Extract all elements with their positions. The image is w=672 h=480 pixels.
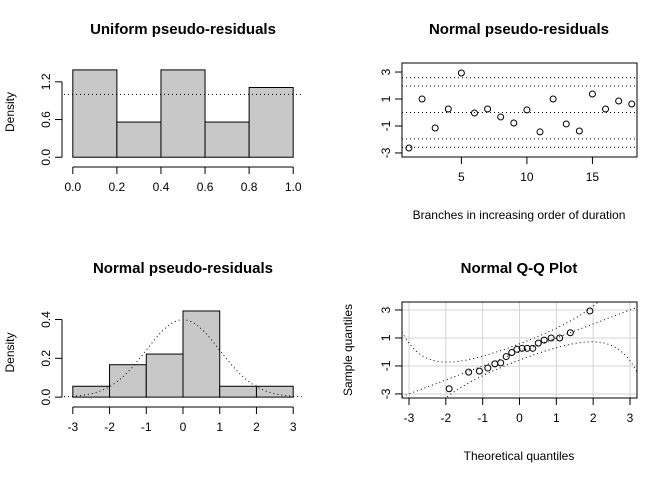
- point: [470, 109, 478, 117]
- y-tick-label: 0.4: [39, 311, 53, 328]
- y-tick-label: -1: [379, 360, 393, 371]
- plot-box: [401, 301, 638, 399]
- y-tick-label: 3: [379, 68, 393, 75]
- x-tick-label: 1.0: [285, 180, 302, 194]
- point: [508, 349, 516, 357]
- x-tick-label: 0.0: [64, 180, 81, 194]
- y-tick-label: 1: [379, 334, 393, 341]
- y-tick-label: 1.2: [39, 73, 53, 90]
- y-tick-label: 0.6: [39, 111, 53, 128]
- x-tick-label: 2: [253, 420, 260, 434]
- x-tick-label: 5: [458, 170, 465, 184]
- point: [510, 119, 518, 127]
- bar: [72, 385, 111, 398]
- x-tick-label: -2: [104, 420, 115, 434]
- bar: [219, 385, 257, 398]
- point: [556, 334, 564, 342]
- bar: [109, 364, 147, 398]
- point: [457, 69, 465, 77]
- point: [518, 344, 526, 352]
- x-tick-label: 3: [290, 420, 297, 434]
- point: [418, 95, 426, 103]
- x-tick-label: 2: [590, 411, 597, 425]
- bar: [72, 69, 118, 158]
- point: [444, 105, 452, 113]
- x-tick-label: 15: [586, 170, 600, 184]
- point: [547, 334, 555, 342]
- point: [628, 100, 636, 108]
- bar: [145, 353, 184, 398]
- point: [602, 105, 610, 113]
- point: [588, 90, 596, 98]
- point: [513, 345, 521, 353]
- bar: [116, 121, 162, 158]
- panel-title: Uniform pseudo-residuals: [90, 21, 276, 38]
- y-tick-label: 1: [379, 95, 393, 102]
- point: [484, 105, 492, 113]
- point: [497, 113, 505, 121]
- x-tick-label: 1: [553, 411, 560, 425]
- panel-title: Normal pseudo-residuals: [429, 21, 609, 38]
- envelope: [402, 302, 599, 363]
- y-tick-label: 0.0: [39, 149, 53, 166]
- normal-density: [63, 319, 303, 398]
- x-tick-label: 0: [180, 420, 187, 434]
- x-axis-label: Branches in increasing order of duration: [413, 208, 626, 222]
- point: [562, 120, 570, 128]
- x-tick-label: -1: [141, 420, 152, 434]
- x-tick-label: 10: [520, 170, 534, 184]
- y-axis-label: Sample quantiles: [341, 304, 355, 396]
- point: [465, 368, 473, 376]
- x-axis-label: Theoretical quantiles: [464, 449, 575, 463]
- bar: [204, 121, 250, 158]
- x-tick-label: 0.4: [153, 180, 170, 194]
- point: [534, 339, 542, 347]
- y-tick-label: -3: [379, 147, 393, 158]
- point: [566, 329, 574, 337]
- point: [502, 353, 510, 361]
- point: [523, 106, 531, 114]
- x-tick-label: 0: [516, 411, 523, 425]
- panel-title: Normal Q-Q Plot: [461, 260, 578, 277]
- y-tick-label: 0.0: [39, 388, 53, 405]
- bar: [248, 87, 294, 158]
- point: [475, 367, 483, 375]
- point: [540, 336, 548, 344]
- x-tick-label: 1: [216, 420, 223, 434]
- point: [615, 97, 623, 105]
- y-tick-label: -3: [379, 388, 393, 399]
- x-tick-label: -3: [67, 420, 78, 434]
- x-tick-label: 0.6: [197, 180, 214, 194]
- x-tick-label: -3: [404, 411, 415, 425]
- x-tick-label: 3: [627, 411, 634, 425]
- panel-title: Normal pseudo-residuals: [93, 260, 273, 277]
- x-tick-label: 0.8: [241, 180, 258, 194]
- y-tick-label: 0.2: [39, 350, 53, 367]
- point: [484, 364, 492, 372]
- bar: [255, 385, 294, 398]
- plot-box: [401, 62, 638, 158]
- x-tick-label: -1: [477, 411, 488, 425]
- x-tick-label: 0.2: [109, 180, 126, 194]
- point: [529, 344, 537, 352]
- y-tick-label: 3: [379, 306, 393, 313]
- point: [431, 124, 439, 132]
- point: [575, 127, 583, 135]
- point: [405, 144, 413, 152]
- y-axis-label: Density: [3, 92, 17, 132]
- point: [536, 128, 544, 136]
- point: [445, 385, 453, 393]
- bar: [160, 69, 206, 158]
- point: [549, 95, 557, 103]
- y-tick-label: -1: [379, 120, 393, 131]
- point: [497, 359, 505, 367]
- x-tick-label: -2: [440, 411, 451, 425]
- y-axis-label: Density: [3, 332, 17, 372]
- point: [586, 307, 594, 315]
- bar: [182, 310, 221, 398]
